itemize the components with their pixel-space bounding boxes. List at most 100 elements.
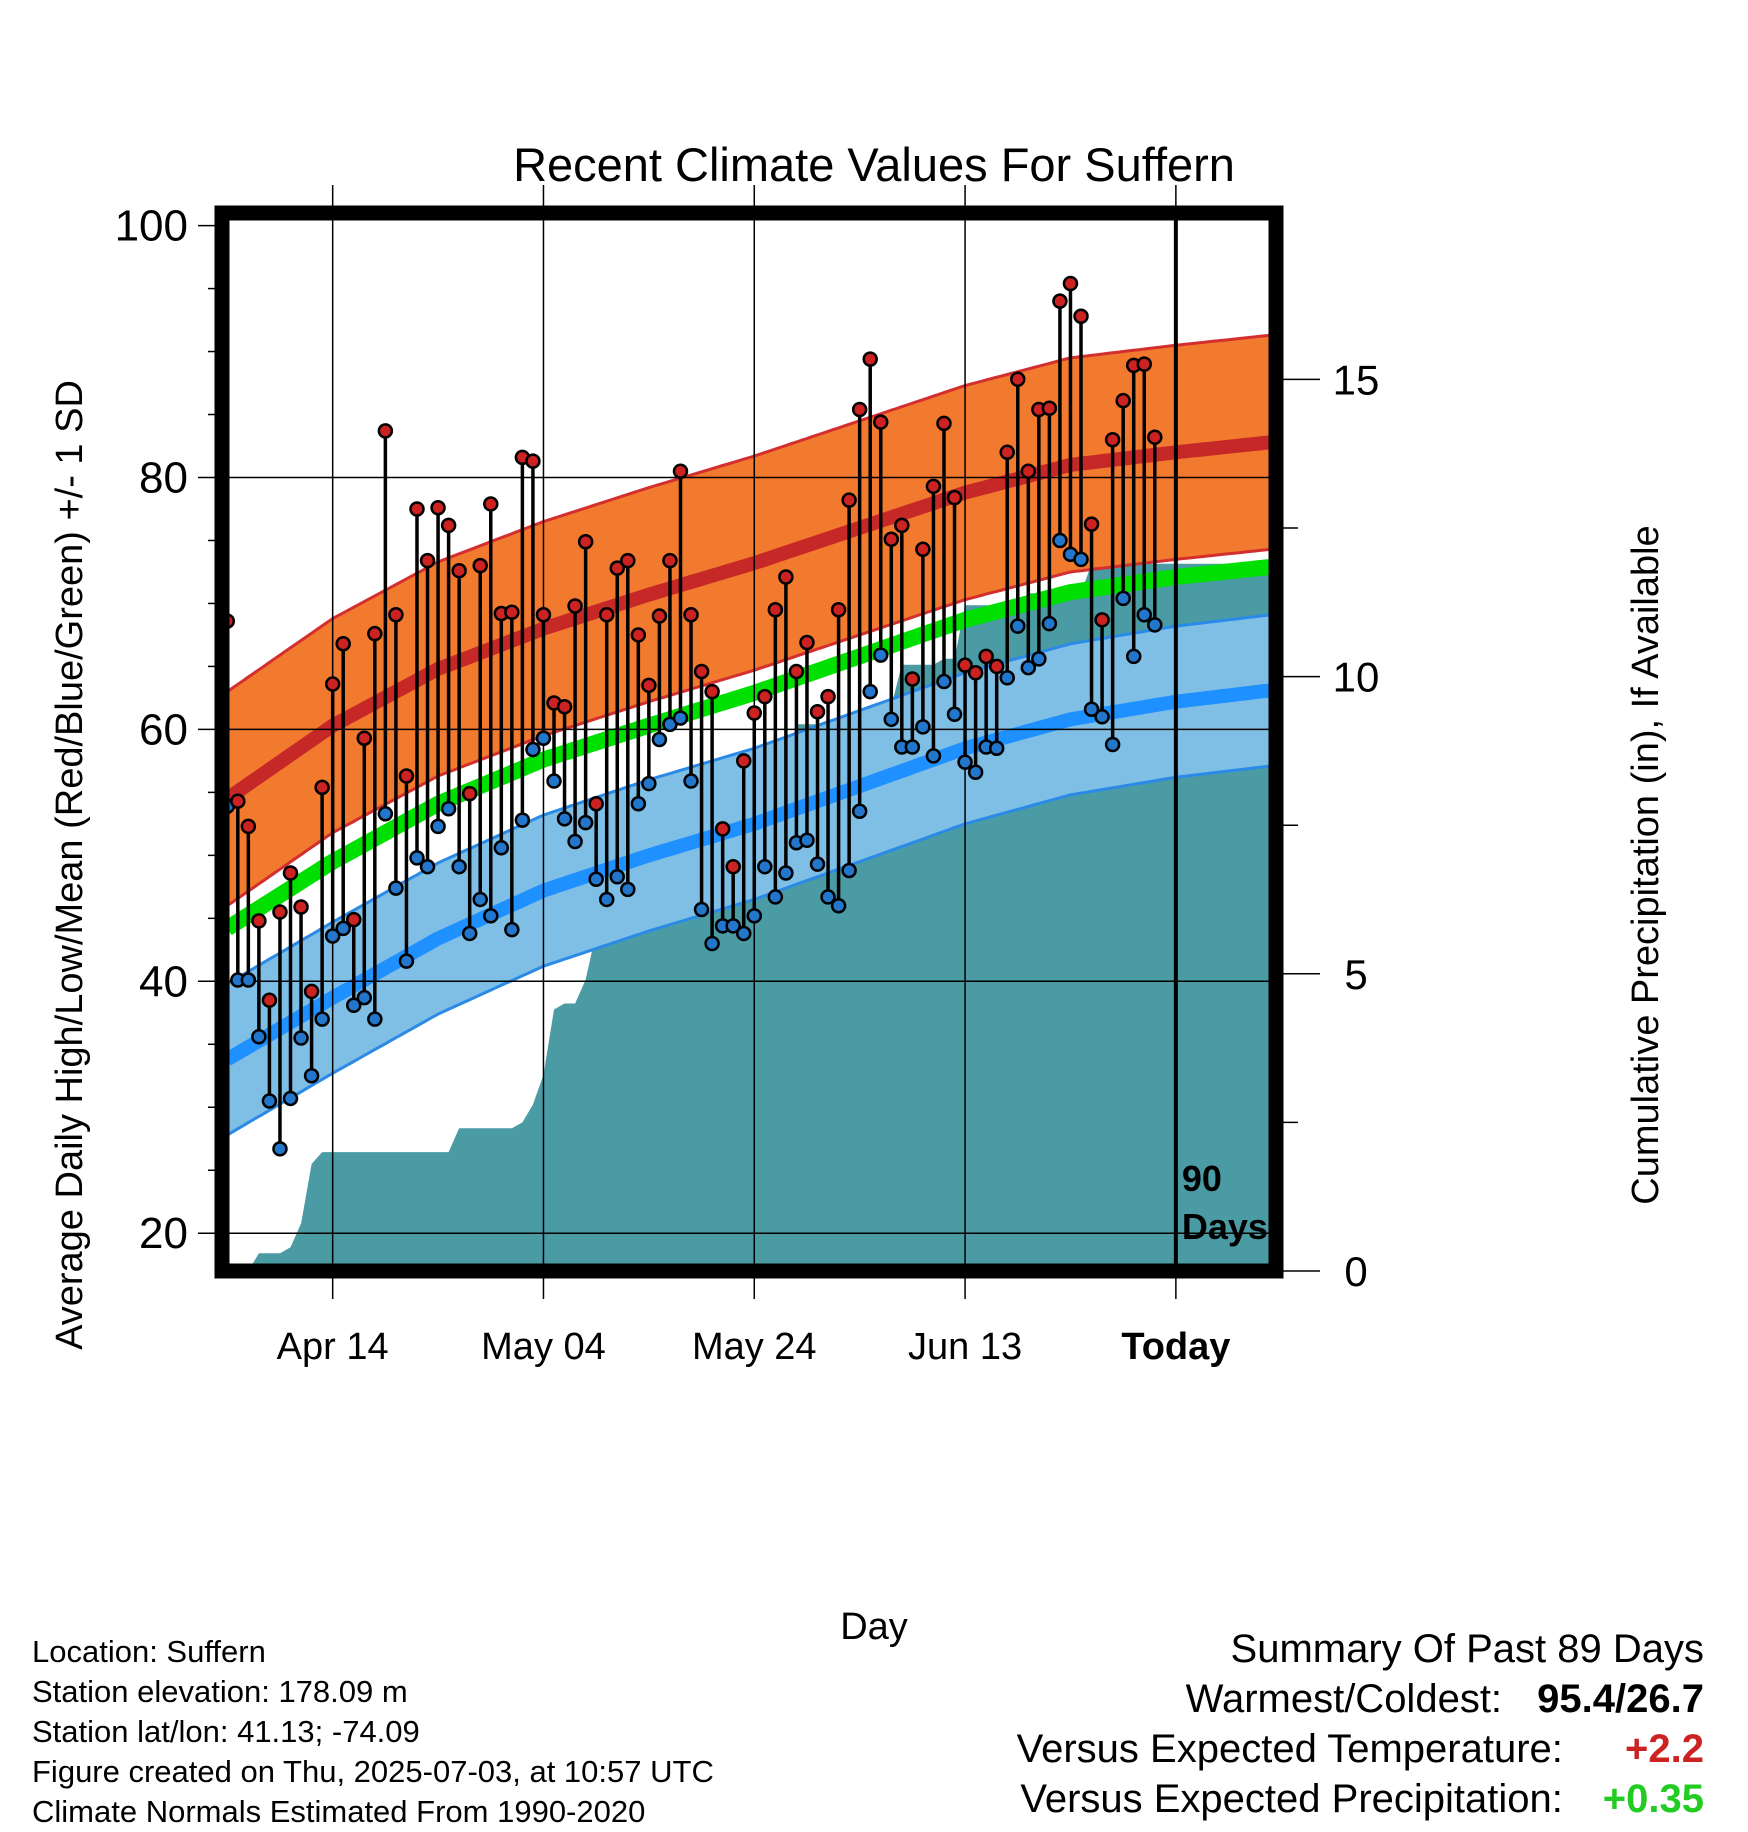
daily-high-point — [788, 663, 805, 680]
daily-low-point — [525, 741, 541, 758]
daily-high-point — [662, 552, 678, 569]
normal-mean-line — [223, 558, 1272, 936]
y-tick-label: 60 — [139, 705, 188, 754]
daily-high-point — [767, 602, 784, 618]
daily-low-point — [767, 889, 784, 905]
daily-low-point — [1115, 590, 1131, 607]
daily-low-point — [1073, 551, 1089, 568]
daily-low-point — [988, 740, 1005, 757]
low-band-lower-edge — [226, 764, 1271, 1137]
created-text: Figure created on Thu, 2025-07-03, at 10… — [32, 1754, 714, 1789]
daily-high-point — [1052, 293, 1068, 309]
daily-high-point — [525, 453, 541, 469]
daily-low-point — [830, 897, 847, 914]
normals-text: Climate Normals Estimated From 1990-2020 — [32, 1794, 646, 1829]
daily-low-point — [293, 1030, 309, 1046]
daily-low-point — [419, 858, 436, 875]
daily-low-point — [799, 832, 815, 848]
daily-low-point — [999, 670, 1015, 686]
daily-low-point — [303, 1068, 320, 1084]
daily-low-point — [535, 730, 552, 746]
daily-high-point — [1094, 612, 1110, 628]
daily-high-point — [388, 607, 404, 623]
daily-high-point — [725, 858, 741, 875]
daily-low-point — [367, 1011, 383, 1027]
daily-low-point — [356, 989, 373, 1006]
daily-high-point — [1020, 463, 1037, 479]
warmest-coldest-row: Warmest/Coldest: 95.4/26.7 — [1017, 1674, 1704, 1724]
daily-low-point — [314, 1011, 330, 1027]
daily-high-point — [567, 598, 583, 614]
daily-high-point — [1083, 516, 1100, 532]
daily-low-point — [778, 865, 794, 881]
daily-high-point — [630, 627, 647, 643]
daily-high-point — [1010, 371, 1026, 388]
daily-high-point — [693, 663, 710, 680]
daily-low-point — [1147, 617, 1163, 633]
daily-high-point — [1115, 392, 1131, 409]
y-tick-label: 80 — [139, 454, 188, 503]
daily-high-point — [240, 818, 257, 835]
daily-high-point — [936, 415, 952, 432]
daily-high-point — [356, 730, 373, 746]
daily-high-point — [419, 552, 436, 569]
daily-high-point — [598, 607, 615, 623]
daily-low-point — [1136, 607, 1152, 623]
daily-high-point — [577, 533, 594, 550]
daily-low-point — [915, 719, 931, 735]
y-tick-label: 20 — [139, 1209, 188, 1258]
daily-high-point — [430, 499, 446, 516]
x-tick-label: Apr 14 — [277, 1326, 389, 1368]
precip-departure-row: Versus Expected Precipitation: +0.35 — [1017, 1774, 1704, 1824]
daily-low-point — [430, 818, 446, 835]
daily-high-point — [1041, 400, 1058, 416]
temp-departure-row: Versus Expected Temperature: +2.2 — [1017, 1724, 1704, 1774]
daily-low-point — [1010, 618, 1026, 634]
daily-high-point — [799, 634, 815, 651]
daily-high-point — [904, 671, 921, 687]
y-tick-label: 100 — [115, 202, 188, 251]
daily-low-point — [388, 880, 404, 896]
daily-low-point — [904, 739, 921, 755]
y2-tick-label: 0 — [1344, 1248, 1367, 1295]
daily-low-point — [588, 871, 604, 888]
daily-low-point — [641, 775, 657, 792]
daily-low-point — [504, 921, 520, 938]
daily-high-point — [851, 401, 868, 418]
daily-high-point — [282, 865, 299, 881]
precip-departure-label: Versus Expected Precipitation: — [1020, 1777, 1563, 1821]
daily-high-point — [230, 793, 246, 809]
daily-low-point — [398, 953, 415, 969]
daily-low-point — [346, 997, 362, 1013]
daily-low-point — [925, 748, 942, 764]
daily-low-point — [809, 856, 826, 872]
daily-low-point — [1104, 736, 1121, 753]
daily-high-point — [746, 705, 763, 721]
daily-high-point — [293, 899, 309, 915]
elevation-text: Station elevation: 178.09 m — [32, 1674, 408, 1709]
daily-high-point — [925, 478, 942, 495]
daily-high-point — [303, 983, 320, 1000]
daily-high-point — [1147, 429, 1163, 445]
daily-high-point — [1062, 275, 1079, 292]
daily-low-point — [282, 1090, 299, 1107]
temp-departure-value: +2.2 — [1625, 1727, 1704, 1771]
daily-low-point — [651, 731, 668, 748]
daily-low-point — [967, 764, 984, 780]
y2-tick-label: 15 — [1333, 356, 1380, 403]
warmest-coldest-value: 95.4/26.7 — [1537, 1677, 1704, 1721]
summary-title: Summary Of Past 89 Days — [1230, 1627, 1704, 1671]
daily-high-point — [873, 414, 889, 430]
plot-data-group — [222, 213, 1276, 1271]
daily-high-point — [461, 785, 478, 802]
plot-frame — [214, 205, 1284, 1279]
daily-low-point — [1052, 532, 1068, 549]
daily-low-point — [272, 1141, 288, 1157]
daily-high-point — [714, 821, 731, 837]
daily-high-point — [704, 683, 720, 700]
daily-low-point — [683, 773, 699, 789]
x-axis-label: Day — [840, 1606, 908, 1648]
daily-low-point — [577, 814, 594, 831]
daily-low-point — [1125, 648, 1142, 665]
y-axis-label: Average Daily High/Low/Mean (Red/Blue/Gr… — [49, 380, 91, 1350]
